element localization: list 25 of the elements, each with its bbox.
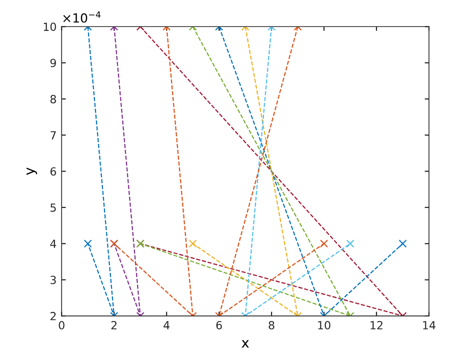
y-tick-label: 6 — [50, 167, 56, 176]
y-axis-title: y — [26, 168, 38, 175]
x-tick-label: 2 — [111, 321, 117, 330]
point — [188, 240, 197, 248]
x-tick-label: 8 — [268, 321, 274, 330]
point — [320, 240, 328, 248]
y-tick-label: 8 — [50, 94, 56, 104]
x-axis-title: x — [242, 340, 249, 348]
x-tick-label: 12 — [370, 321, 382, 330]
y-tick-label: 5 — [50, 204, 56, 212]
x-tick-label: 14 — [423, 321, 436, 330]
text: ×10$^{−4}$ — [63, 11, 101, 23]
x-tick-label: 4 — [164, 321, 170, 330]
x-tick-label: 6 — [216, 321, 222, 330]
x-tick-label: 10 — [318, 321, 330, 330]
y-tick-label: 3 — [50, 276, 56, 284]
y-tick-label: 2 — [50, 312, 56, 320]
y-tick-label: 9 — [50, 58, 56, 68]
point — [84, 240, 92, 248]
y-tick-label: 7 — [50, 131, 56, 140]
point — [398, 240, 407, 248]
y-tick-label: 4 — [50, 240, 56, 248]
x-tick-label: 0 — [58, 321, 64, 330]
y-tick-label: 10 — [44, 22, 56, 32]
point — [346, 240, 354, 248]
